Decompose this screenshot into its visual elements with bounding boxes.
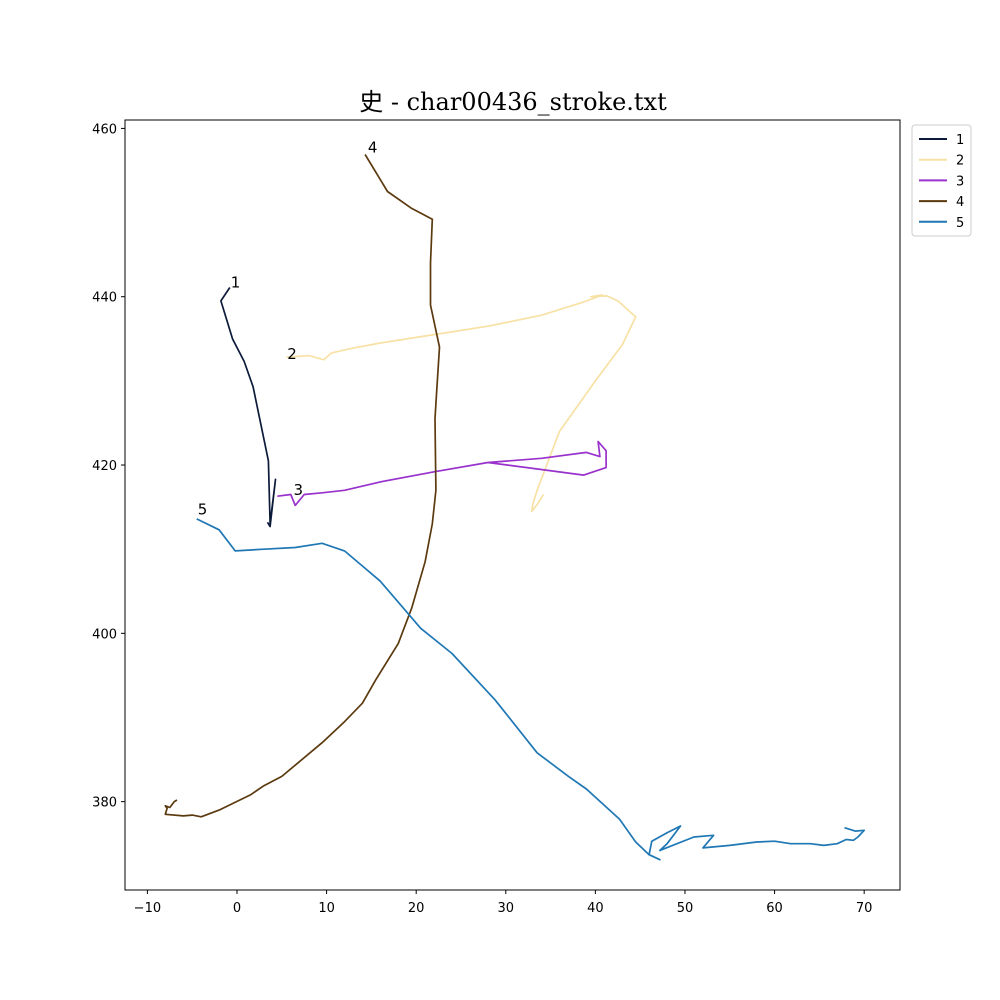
y-tick-label: 400 xyxy=(92,627,117,642)
legend-label-4: 4 xyxy=(956,195,964,210)
stroke-4-label: 4 xyxy=(368,139,378,157)
stroke-1-label: 1 xyxy=(231,273,241,291)
y-tick-label: 420 xyxy=(92,459,117,474)
x-tick-label: 50 xyxy=(677,901,694,916)
y-axis: 380 400 420 440 460 xyxy=(92,122,125,811)
legend: 1 2 3 4 5 xyxy=(911,124,972,237)
x-tick-label: 0 xyxy=(233,901,241,916)
stroke-3-label: 3 xyxy=(294,481,304,499)
chart-title: 史 - char00436_stroke.txt xyxy=(359,88,667,116)
x-axis: −10 0 10 20 30 40 50 60 70 xyxy=(134,890,873,916)
y-tick-label: 380 xyxy=(92,796,117,811)
plot-area xyxy=(164,154,866,861)
legend-label-2: 2 xyxy=(956,154,964,169)
plot-frame xyxy=(124,119,901,891)
x-tick-label: 40 xyxy=(587,901,604,916)
x-tick-label: 20 xyxy=(408,901,425,916)
stroke-5-label: 5 xyxy=(198,501,208,519)
y-tick-label: 440 xyxy=(92,291,117,306)
legend-label-5: 5 xyxy=(956,216,964,231)
legend-label-3: 3 xyxy=(956,174,964,189)
stroke-5-line xyxy=(196,518,866,861)
x-tick-label: 70 xyxy=(856,901,873,916)
stroke-number-labels: 1 2 3 4 5 xyxy=(198,139,378,519)
x-tick-label: 60 xyxy=(766,901,783,916)
stroke-2-label: 2 xyxy=(287,345,297,363)
stroke-2-line xyxy=(286,294,637,513)
stroke-3-line xyxy=(277,440,607,507)
stroke-1-line xyxy=(220,287,277,528)
legend-label-1: 1 xyxy=(956,133,964,148)
x-tick-label: 30 xyxy=(498,901,515,916)
stroke-4-line xyxy=(164,154,441,818)
y-tick-label: 460 xyxy=(92,122,117,137)
x-tick-label: −10 xyxy=(134,901,161,916)
x-tick-label: 10 xyxy=(318,901,335,916)
